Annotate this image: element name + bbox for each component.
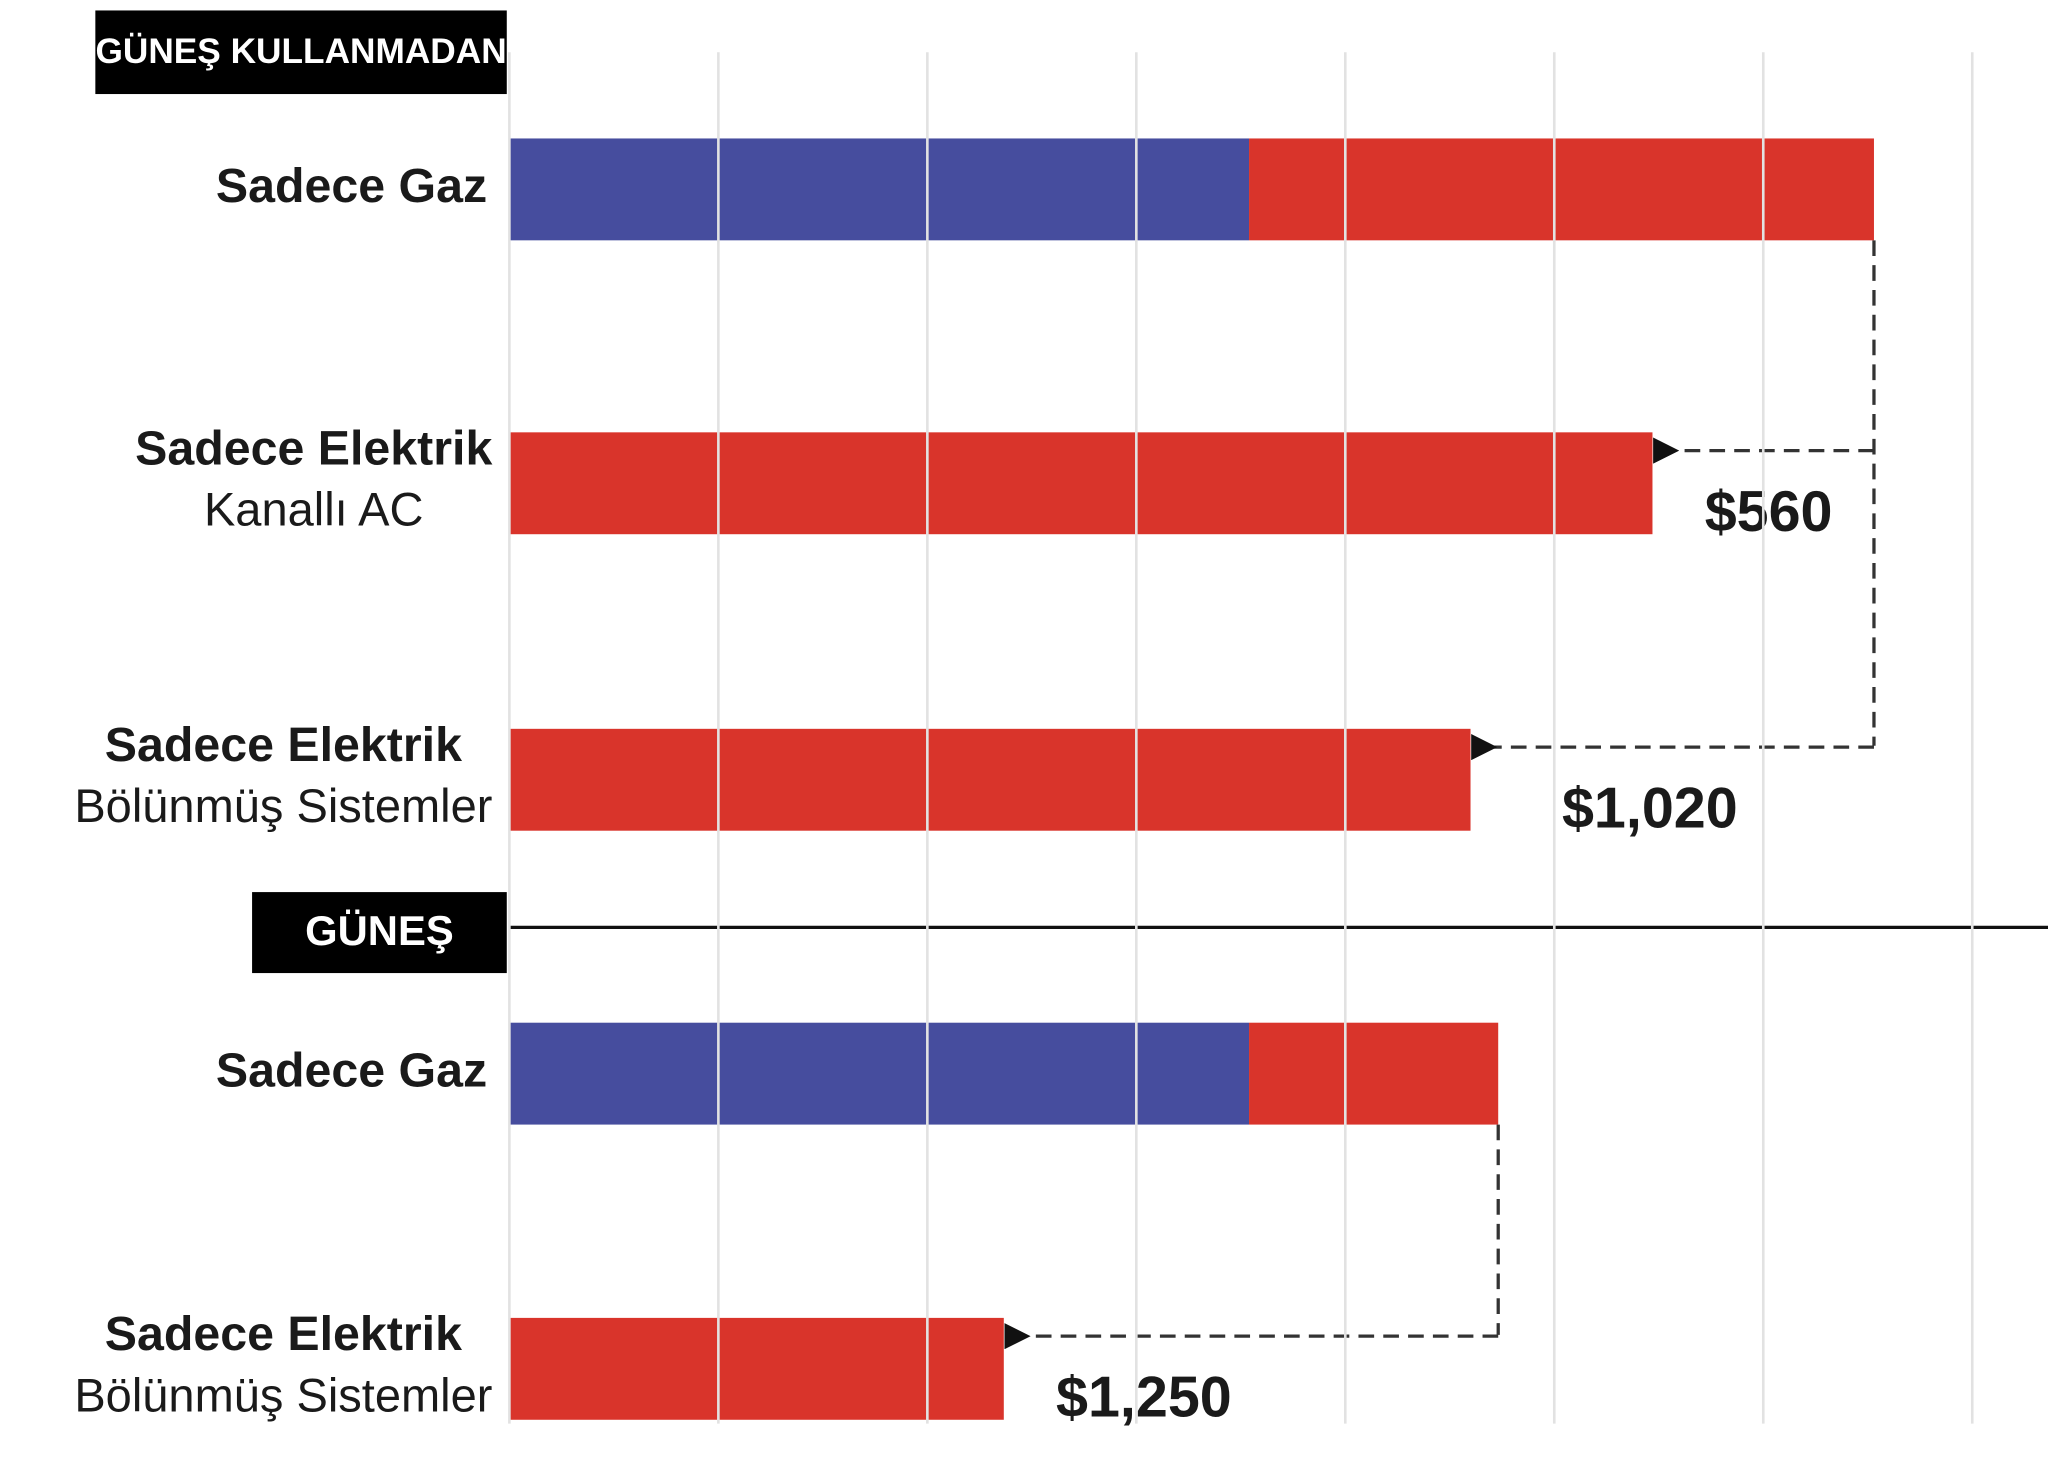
category-label: Sadece Gaz [216,1043,487,1097]
bar-segment [509,138,1250,241]
category-sublabel: Bölünmüş Sistemler [74,1368,492,1421]
bar-segment [509,1317,1004,1420]
category-label: Sadece Gaz [216,159,487,213]
bar-segment [509,1022,1250,1125]
category-sublabel: Kanallı AC [204,483,424,536]
section-header-box [252,892,507,974]
annotation-label: $1,020 [1562,777,1738,841]
bar-segment [509,728,1471,831]
annotation-label: $1,250 [1056,1366,1232,1430]
bar-segment [509,432,1653,535]
bar-segment [1249,1022,1499,1125]
category-label: Sadece Elektrik [105,718,462,772]
annotation-label: $560 [1705,480,1833,544]
category-sublabel: Bölünmüş Sistemler [74,779,492,832]
bar-segment [1249,138,1874,241]
section-header: GÜNEŞ [305,907,454,954]
category-label: Sadece Elektrik [135,422,492,476]
section-header: GÜNEŞ KULLANMADAN [95,32,506,71]
section-header-box [95,10,507,95]
category-label: Sadece Elektrik [105,1307,462,1361]
